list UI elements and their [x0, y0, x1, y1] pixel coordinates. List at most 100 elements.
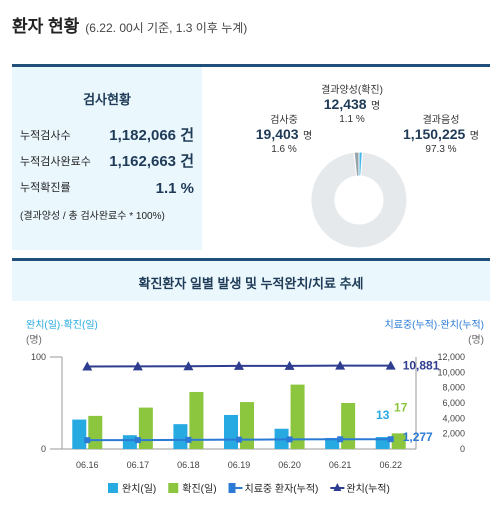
right-tick-label: 2,000 — [442, 429, 465, 439]
right-tick-label: 10,000 — [437, 367, 465, 377]
donut-label-percent: 97.3 % — [425, 144, 457, 155]
right-axis-unit: (명) — [468, 335, 484, 346]
bar-daily-confirmed — [138, 407, 153, 449]
test-status-heading: 검사현황 — [83, 92, 131, 107]
donut-svg — [310, 151, 408, 249]
marker-cumulative-recovered — [183, 361, 194, 371]
legend-swatch — [168, 483, 179, 493]
test-result-donut: 결과양성(확진) 12,438 명 1.1 % 검사중 19,403 명 1.6… — [202, 67, 490, 250]
stat-value: 1,162,663 건 — [109, 153, 194, 170]
data-label: 13 — [376, 408, 390, 422]
donut-label-unit: 명 — [371, 101, 381, 112]
test-status-panel: 검사현황 누적검사수 1,182,066 건 누적검사완료수 1,162,663… — [12, 67, 202, 250]
category-label: 06.19 — [228, 460, 251, 470]
category-label: 06.18 — [177, 460, 200, 470]
page-subtitle: (6.22. 00시 기준, 1.3 이후 누계) — [85, 21, 248, 35]
test-status-card: 검사현황 누적검사수 1,182,066 건 누적검사완료수 1,162,663… — [12, 64, 490, 250]
bar-daily-recovered — [122, 435, 137, 449]
legend-item: 완치(누적) — [330, 483, 390, 495]
donut-label-percent: 1.1 % — [339, 114, 365, 125]
data-label: 1,277 — [403, 430, 433, 444]
stat-row-completed-tests: 누적검사완료수 1,162,663 건 — [20, 151, 194, 171]
marker-in-treatment — [337, 436, 344, 443]
donut-label-text: 결과양성(확진) — [321, 85, 383, 96]
right-tick-label: 12,000 — [437, 352, 465, 362]
marker-in-treatment — [84, 437, 91, 444]
category-label: 06.17 — [127, 460, 150, 470]
left-axis-label: 완치(일)·확진(일) — [26, 320, 98, 331]
donut-label-testing: 검사중 19,403 명 1.6 % — [248, 111, 320, 155]
bar-daily-confirmed — [341, 403, 356, 449]
donut-label-negative: 결과음성 1,150,225 명 97.3 % — [392, 111, 490, 155]
legend-marker — [333, 483, 342, 491]
bar-daily-recovered — [375, 437, 390, 449]
donut-slice-positive — [358, 151, 363, 177]
marker-cumulative-recovered — [284, 360, 295, 370]
category-label: 06.20 — [278, 460, 301, 470]
bar-daily-recovered — [224, 414, 238, 449]
marker-cumulative-recovered — [385, 360, 396, 370]
donut-label-value: 19,403 — [255, 126, 299, 142]
trend-chart-header — [12, 261, 490, 301]
legend-label: 완치(누적) — [346, 483, 389, 495]
bar-daily-recovered — [72, 419, 87, 449]
category-label: 06.16 — [76, 460, 99, 470]
donut-label-value: 12,438 — [323, 96, 367, 112]
stat-label: 누적확진률 — [20, 182, 71, 194]
bar-daily-confirmed — [88, 415, 103, 449]
legend-item: 완치(일) — [108, 483, 156, 495]
donut-label-value: 1,150,225 — [403, 126, 466, 142]
legend-swatch — [108, 483, 118, 493]
bar-daily-recovered — [325, 437, 340, 449]
legend-label: 확진(일) — [182, 483, 216, 495]
category-label: 06.22 — [379, 460, 402, 470]
legend-item: 치료중 환자(누적) — [228, 483, 319, 495]
trend-chart-card: 확진환자 일별 발생 및 누적완치/치료 추세 완치(일)·확진(일) (명) … — [12, 258, 490, 510]
bar-daily-recovered — [173, 424, 188, 449]
marker-cumulative-recovered — [132, 361, 143, 371]
right-tick-label: 8,000 — [442, 383, 465, 393]
positive-rate-note: (결과양성 / 총 검사완료수 * 100%) — [20, 211, 165, 222]
right-axis-label: 치료중(누적)·완치(누적) — [384, 320, 484, 331]
chart-legend: 완치(일) 확진(일) 치료중 환자(누적) 완치(누적) — [108, 483, 390, 495]
donut-label-positive: 결과양성(확진) 12,438 명 1.1 % — [312, 81, 392, 125]
bar-daily-confirmed — [240, 402, 254, 449]
marker-cumulative-recovered — [335, 360, 346, 370]
marker-in-treatment — [236, 436, 242, 443]
left-axis-unit: (명) — [26, 335, 42, 346]
left-tick-label: 0 — [41, 444, 46, 454]
donut-label-unit: 명 — [469, 131, 479, 142]
legend-swatch — [228, 483, 236, 493]
right-tick-label: 6,000 — [442, 398, 465, 408]
stat-row-total-tests: 누적검사수 1,182,066 건 — [20, 125, 194, 145]
bar-daily-confirmed — [290, 384, 305, 449]
marker-cumulative-recovered — [234, 360, 244, 370]
donut-label-percent: 1.6 % — [271, 144, 297, 155]
right-tick-label: 0 — [460, 444, 465, 454]
marker-in-treatment — [387, 436, 394, 443]
bar-daily-confirmed — [189, 391, 204, 449]
donut-label-text: 결과음성 — [422, 115, 460, 126]
trend-chart-title: 확진환자 일별 발생 및 누적완치/치료 추세 — [138, 276, 364, 291]
category-label: 06.21 — [329, 460, 352, 470]
stat-label: 누적검사완료수 — [20, 156, 91, 168]
right-tick-label: 4,000 — [442, 413, 465, 423]
page-title: 환자 현황 — [12, 17, 80, 36]
donut-slice-negative — [310, 151, 408, 249]
trend-chart-svg: 100 0 12,000 10,000 8,000 6,000 4,000 2,000 0 06.… — [31, 352, 465, 495]
data-label: 17 — [394, 400, 408, 414]
marker-in-treatment — [286, 436, 293, 443]
donut-label-text: 검사중 — [270, 115, 298, 126]
bar-daily-confirmed — [391, 433, 406, 449]
data-label: 10,881 — [403, 359, 440, 373]
legend-label: 치료중 환자(누적) — [245, 483, 319, 495]
stat-value: 1.1 % — [155, 180, 194, 197]
marker-cumulative-recovered — [82, 361, 93, 371]
stat-value: 1,182,066 건 — [109, 127, 194, 144]
page-header: 환자 현황 (6.22. 00시 기준, 1.3 이후 누계) — [12, 12, 247, 37]
legend-item: 확진(일) — [168, 483, 217, 495]
marker-in-treatment — [134, 437, 141, 444]
stat-row-positive-rate: 누적확진률 1.1 % — [20, 177, 194, 197]
donut-label-unit: 명 — [303, 131, 313, 142]
